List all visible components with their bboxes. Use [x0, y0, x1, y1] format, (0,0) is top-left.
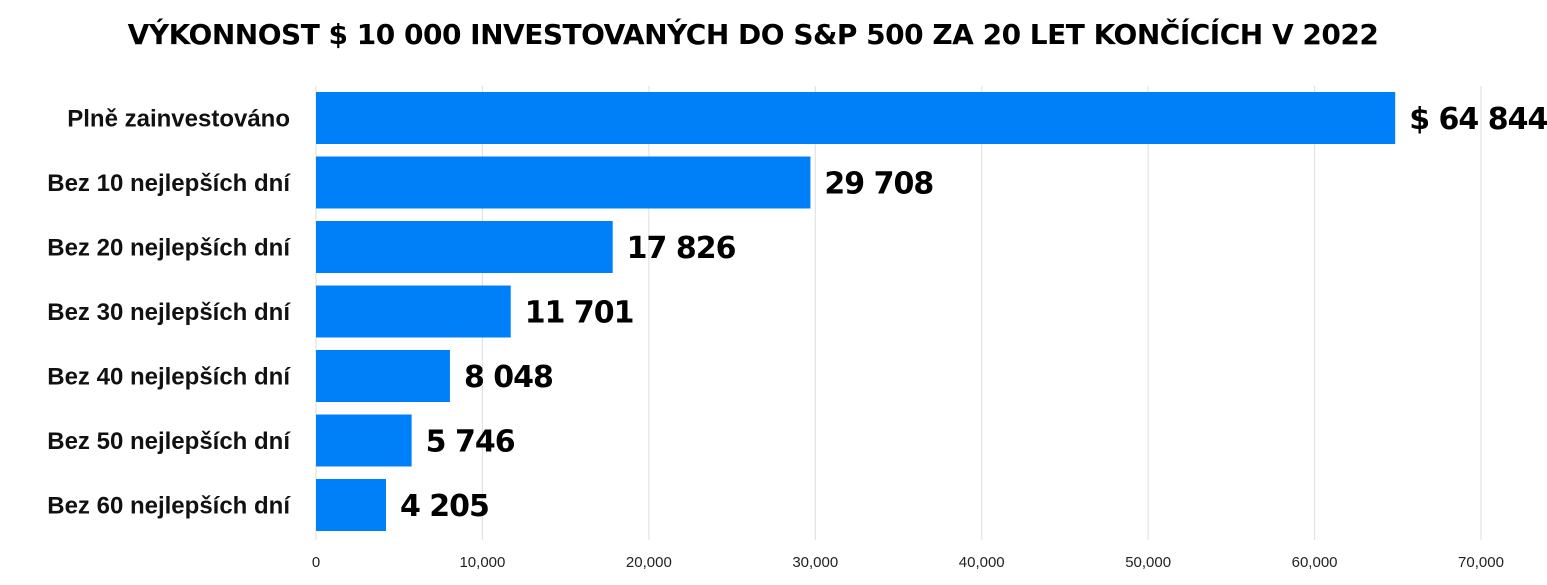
data-label: $ 64 844: [1409, 102, 1547, 137]
data-label: 4 205: [400, 489, 489, 524]
category-label: Bez 30 nejlepších dní: [47, 299, 291, 326]
data-label: 17 826: [627, 231, 736, 266]
category-label: Bez 50 nejlepších dní: [47, 428, 291, 455]
x-tick-label: 50,000: [1125, 554, 1171, 571]
x-tick-label: 0: [312, 554, 320, 571]
bar: [316, 414, 412, 467]
bar: [316, 285, 511, 338]
x-tick-label: 20,000: [626, 554, 672, 571]
bar: [316, 156, 811, 209]
category-label: Bez 40 nejlepších dní: [47, 364, 291, 391]
category-label: Plně zainvestováno: [67, 106, 290, 133]
x-tick-label: 70,000: [1458, 554, 1504, 571]
category-label: Bez 20 nejlepších dní: [47, 235, 291, 262]
category-label: Bez 10 nejlepších dní: [47, 170, 291, 197]
category-labels: Plně zainvestováno Bez 10 nejlepších dní B…: [47, 106, 291, 520]
data-label: 8 048: [464, 360, 553, 395]
data-label: 5 746: [426, 425, 515, 460]
chart-title: VÝKONNOST $ 10 000 INVESTOVANÝCH DO S&P …: [128, 17, 1379, 51]
data-label: 11 701: [525, 296, 634, 331]
category-label: Bez 60 nejlepších dní: [47, 493, 291, 520]
data-label: 29 708: [824, 167, 933, 202]
bar: [316, 350, 450, 402]
value-labels: $ 64 844 29 708 17 826 11 701 8 048 5 746 4 20…: [400, 102, 1547, 524]
x-tick-label: 60,000: [1292, 554, 1338, 571]
x-tick-label: 30,000: [792, 554, 838, 571]
bar: [316, 479, 386, 531]
x-axis-ticks: 0 10,000 20,000 30,000 40,000 50,000 60,000 70,…: [312, 554, 1504, 571]
x-tick-label: 10,000: [459, 554, 505, 571]
bars: [316, 92, 1396, 531]
bar: [316, 92, 1396, 144]
bar: [316, 221, 613, 273]
x-tick-label: 40,000: [959, 554, 1005, 571]
